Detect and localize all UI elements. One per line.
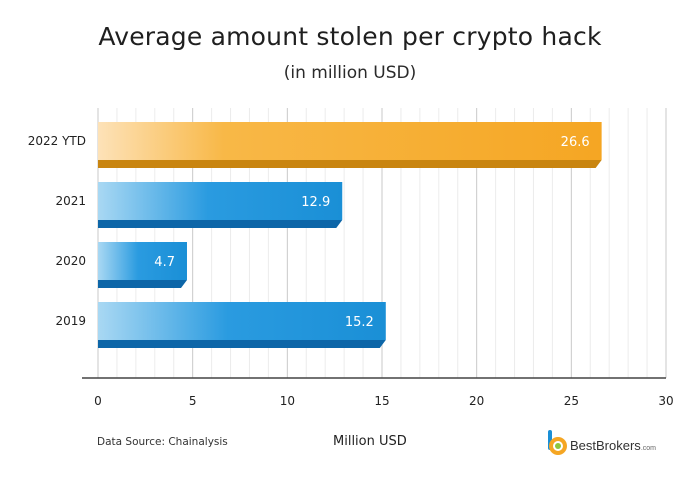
chart-subtitle: (in million USD) bbox=[283, 63, 417, 83]
brand-name-text: BestBrokers bbox=[570, 438, 641, 453]
bar-2019 bbox=[98, 302, 386, 340]
bar-2021 bbox=[98, 182, 343, 220]
data-label: 26.6 bbox=[561, 135, 590, 150]
bar-2022-ytd bbox=[98, 122, 602, 160]
category-label: 2021 bbox=[55, 194, 86, 208]
bar-shadow bbox=[98, 220, 343, 228]
x-tick-label: 25 bbox=[564, 394, 579, 408]
brand-name: BestBrokers.com bbox=[570, 438, 656, 453]
x-tick-label: 20 bbox=[469, 394, 484, 408]
brand-suffix: .com bbox=[640, 445, 656, 452]
bar-shadow bbox=[98, 340, 386, 348]
x-tick-label: 15 bbox=[374, 394, 389, 408]
data-label: 12.9 bbox=[301, 195, 330, 210]
x-tick-label: 30 bbox=[658, 394, 673, 408]
category-label: 2019 bbox=[55, 314, 86, 328]
bar-2020 bbox=[98, 242, 187, 280]
data-source: Data Source: Chainalysis bbox=[97, 436, 228, 448]
data-label: 15.2 bbox=[345, 315, 374, 330]
category-label: 2022 YTD bbox=[28, 134, 86, 148]
data-label: 4.7 bbox=[154, 255, 175, 270]
chart-title: Average amount stolen per crypto hack bbox=[98, 22, 602, 51]
brand-logo-icon bbox=[548, 430, 567, 455]
bar-shadow bbox=[98, 280, 187, 288]
x-tick-label: 5 bbox=[189, 394, 197, 408]
x-tick-label: 10 bbox=[280, 394, 295, 408]
bar-shadow bbox=[98, 160, 602, 168]
x-axis-label: Million USD bbox=[333, 434, 407, 449]
x-tick-label: 0 bbox=[94, 394, 102, 408]
category-label: 2020 bbox=[55, 254, 86, 268]
